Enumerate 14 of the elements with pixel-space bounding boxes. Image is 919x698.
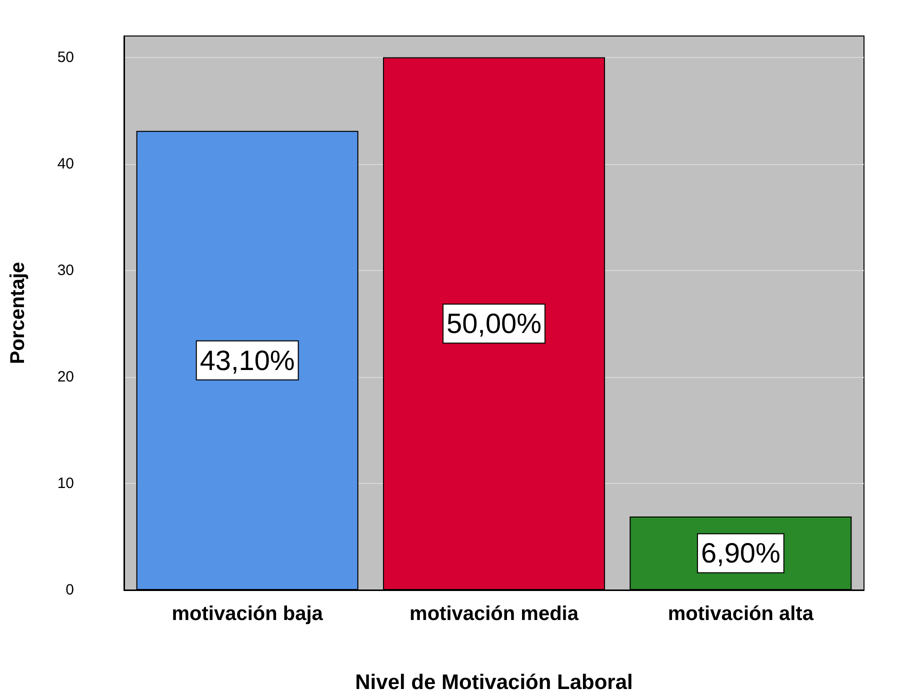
x-axis-title: Nivel de Motivación Laboral [355,671,633,694]
x-tick-label: motivación media [410,603,580,625]
y-tick-label: 40 [57,155,74,172]
y-tick-label: 10 [57,474,74,492]
x-tick-label: motivación baja [172,603,324,625]
x-tick-label: motivación alta [668,603,814,625]
data-label: 6,90% [700,538,780,569]
y-tick-label: 20 [57,368,74,386]
y-tick-label: 30 [57,262,74,279]
y-tick-label: 50 [57,48,74,66]
y-axis-title: Porcentaje [7,262,29,364]
data-label: 50,00% [446,308,542,340]
data-label: 43,10% [200,344,295,376]
y-tick-label: 0 [66,582,74,598]
